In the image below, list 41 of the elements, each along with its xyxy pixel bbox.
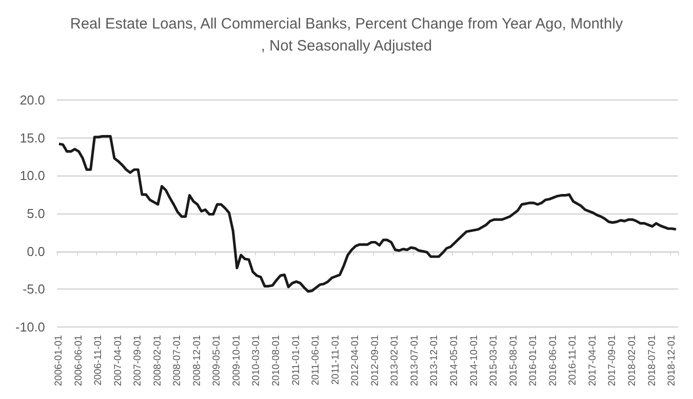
line-series bbox=[58, 135, 678, 293]
y-tick-label: 20.0 bbox=[20, 92, 45, 108]
x-tick-label: 2012-09-01 bbox=[370, 334, 381, 386]
x-tick-label: 2014-05-01 bbox=[449, 334, 460, 386]
x-tick-label: 2008-12-01 bbox=[192, 334, 203, 386]
x-tick-label: 2012-04-01 bbox=[350, 334, 362, 386]
x-tick-label: 2011-06-01 bbox=[310, 334, 322, 386]
x-tick-label: 2016-01-01 bbox=[528, 334, 540, 386]
x-tick-label: 2015-03-01 bbox=[488, 334, 500, 386]
x-tick-label: 2014-10-01 bbox=[468, 334, 480, 386]
y-tick-label: 0.0 bbox=[26, 244, 45, 259]
chart-title: Real Estate Loans, All Commercial Banks, Percent Change from Year Ago, Monthly, Not Seasonally Adjusted bbox=[70, 16, 624, 54]
x-tick-label: 2016-11-01 bbox=[568, 334, 579, 386]
x-tick-label: 2007-09-01 bbox=[132, 334, 144, 386]
x-tick-label: 2017-04-01 bbox=[587, 334, 598, 386]
y-tick-label: 15.0 bbox=[20, 130, 45, 146]
x-tick-label: 2008-07-01 bbox=[172, 334, 184, 386]
y-tick-label: 10.0 bbox=[20, 168, 45, 184]
x-tick-label: 2011-01-01 bbox=[290, 334, 302, 386]
x-tick-label: 2018-12-01 bbox=[666, 334, 678, 386]
x-tick-label: 2010-08-01 bbox=[271, 334, 282, 386]
x-tick-label: 2017-09-01 bbox=[607, 334, 618, 386]
x-tick-label: 2006-01-01 bbox=[53, 334, 64, 386]
x-tick-label: 2016-06-01 bbox=[548, 334, 559, 386]
x-tick-label: 2013-07-01 bbox=[409, 334, 420, 386]
x-tick-label: 2011-11-01 bbox=[330, 334, 342, 385]
x-tick-label: 2007-04-01 bbox=[112, 334, 124, 386]
x-tick-label: 2010-03-01 bbox=[251, 334, 262, 386]
x-tick-label: 2013-02-01 bbox=[390, 334, 401, 386]
x-tick-label: 2015-08-01 bbox=[508, 334, 520, 386]
x-tick-label: 2013-12-01 bbox=[429, 334, 440, 386]
y-tick-label: -10.0 bbox=[15, 320, 45, 334]
y-tick-label: 5.0 bbox=[26, 206, 45, 221]
x-tick-label: 2006-06-01 bbox=[73, 334, 84, 386]
x-tick-label: 2006-11-01 bbox=[93, 334, 104, 386]
x-tick-label: 2018-02-01 bbox=[627, 334, 638, 386]
x-tick-label: 2008-02-01 bbox=[152, 334, 164, 386]
x-tick-label: 2009-05-01 bbox=[212, 334, 223, 386]
x-tick-label: 2009-10-01 bbox=[231, 334, 242, 386]
y-tick-label: -5.0 bbox=[22, 282, 45, 297]
x-tick-label: 2018-07-01 bbox=[646, 334, 658, 386]
